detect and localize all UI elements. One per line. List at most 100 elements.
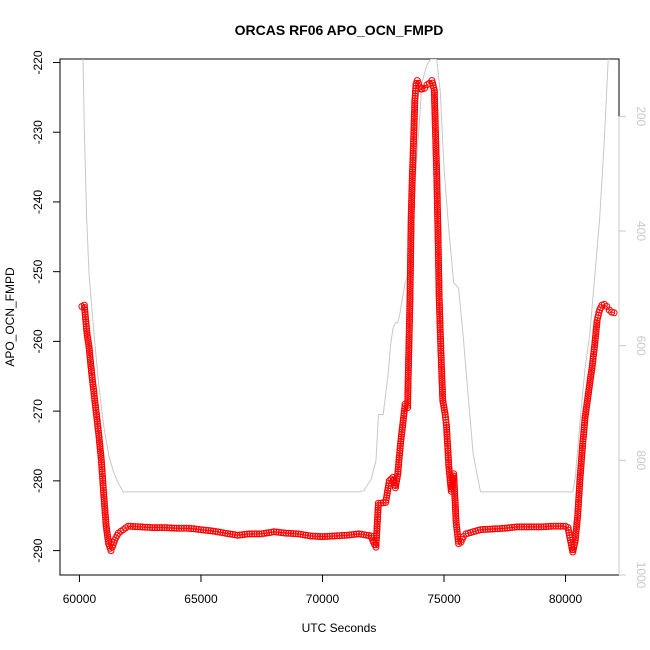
data-point [575,491,583,499]
data-point [395,456,403,464]
data-point [246,530,254,538]
data-point [451,501,459,509]
data-point [405,342,413,350]
data-point [372,541,380,549]
secondary-line-layer [82,59,609,493]
data-point [406,276,414,284]
data-point [81,306,89,314]
data-point [434,233,442,240]
data-point [319,533,326,541]
data-point [399,421,407,429]
data-point [407,219,415,226]
data-point [407,230,415,237]
data-point [573,523,581,531]
data-point [405,340,413,348]
x-tick-label: 75000 [427,592,461,606]
data-point [190,525,198,533]
data-point [404,397,412,405]
data-point [406,285,414,293]
data-point [343,531,351,539]
data-point [528,523,535,531]
data-point [431,111,439,119]
data-point [405,326,413,334]
data-point [97,452,105,459]
data-point [214,528,222,536]
data-point [435,290,443,298]
data-point [578,451,586,459]
data-point [590,346,598,353]
data-point [212,528,219,535]
data-point [437,344,445,352]
data-point [292,530,300,538]
data-point [434,212,442,220]
data-point [98,465,106,473]
data-point [520,523,528,531]
data-point [406,298,414,306]
data-point [410,124,418,132]
data-point [436,308,444,316]
data-point [576,482,583,490]
data-point [408,197,416,204]
data-point [593,319,601,327]
data-point [80,301,88,309]
data-point [408,199,416,207]
data-point [101,507,109,514]
data-point [226,530,234,538]
data-point [530,523,538,531]
data-point [437,351,445,359]
data-point [437,354,445,362]
y-axis-label: APO_OCN_FMPD [3,267,17,367]
data-point [408,177,416,185]
data-point [148,524,156,532]
data-point [431,117,439,125]
data-point [404,384,412,392]
data-point [498,524,506,532]
data-point [410,117,418,125]
data-point [404,393,412,401]
data-point [453,528,461,536]
data-point [345,531,353,539]
data-point [406,313,414,321]
data-point [373,518,381,526]
data-point [272,528,280,536]
data-point [434,230,442,238]
data-point [436,333,444,341]
data-point [173,524,181,532]
data-point [491,525,499,533]
data-point [445,463,453,471]
data-point [591,334,599,342]
data-point [576,471,584,479]
data-point [431,108,439,116]
data-point [405,362,412,370]
data-point [481,525,489,533]
data-point [593,321,601,329]
data-point [404,373,412,381]
data-point [405,331,413,339]
data-point [434,235,442,243]
data-point [444,444,452,452]
data-point [451,492,459,500]
data-point [489,525,497,533]
data-point [511,523,518,531]
data-point [411,89,419,97]
data-point [87,364,95,372]
data-point [435,272,443,280]
data-point [573,521,581,529]
data-point [168,524,176,532]
data-point [451,490,459,498]
data-point [435,263,443,271]
data-point [383,491,391,499]
data-point [552,522,560,530]
data-point [436,315,444,323]
data-point [91,399,99,407]
data-point [580,423,588,431]
data-point [436,303,443,311]
data-point [353,530,360,538]
data-point [396,449,404,457]
data-point [434,224,442,232]
data-point [435,277,443,285]
data-point [450,470,458,478]
data-point [452,517,460,524]
data-point [431,126,439,134]
data-point [477,526,484,534]
